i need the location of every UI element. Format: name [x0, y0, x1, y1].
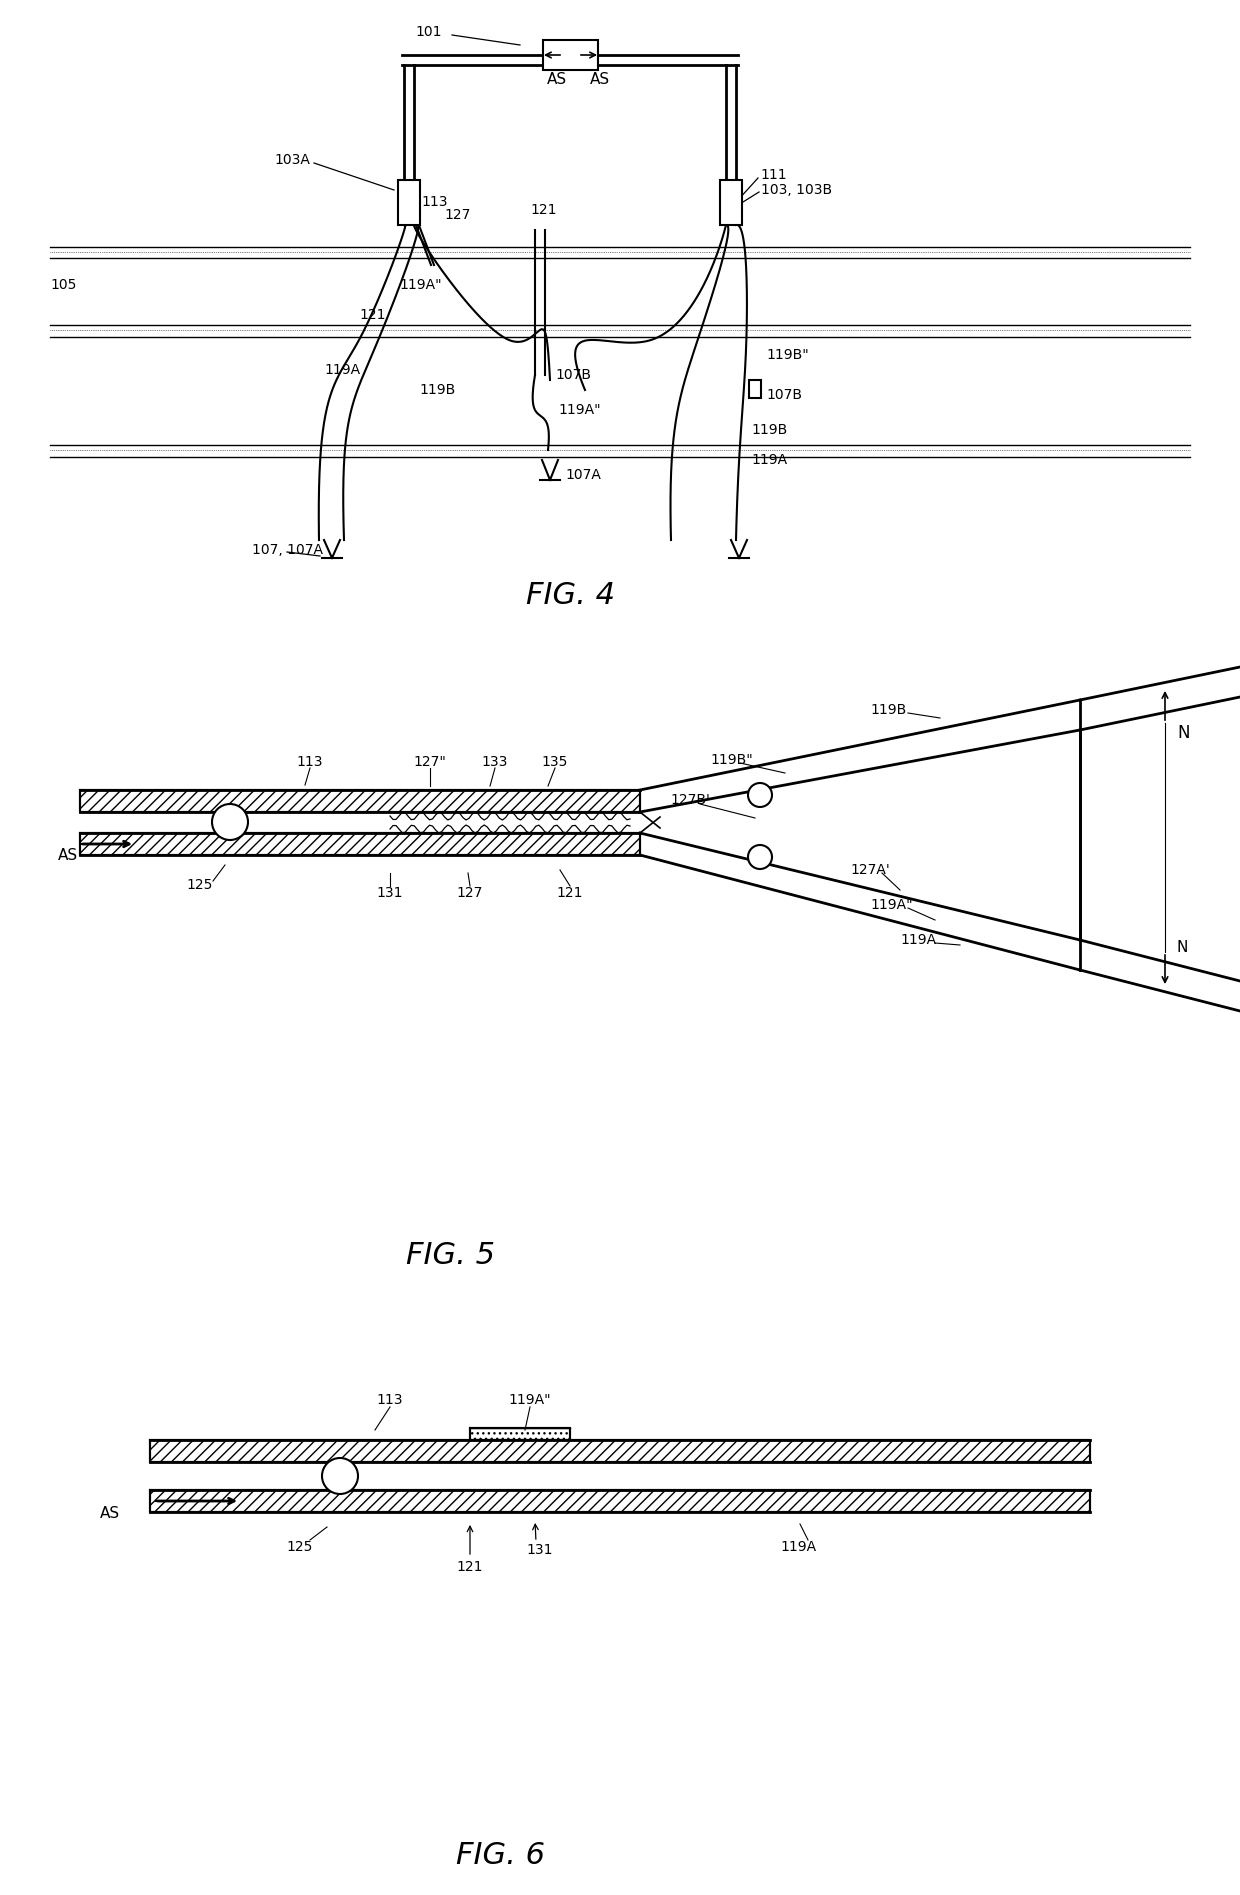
Text: 105: 105 [50, 279, 77, 292]
Bar [150, 1489, 1090, 1512]
Text: 127": 127" [414, 754, 446, 769]
Text: 119A": 119A" [508, 1393, 552, 1406]
Bar [81, 790, 640, 811]
Text: AS: AS [100, 1505, 120, 1520]
Text: 131: 131 [377, 887, 403, 900]
Text: 101: 101 [415, 25, 441, 40]
Text: 127: 127 [456, 887, 484, 900]
Text: 127: 127 [444, 208, 470, 222]
Bar [749, 381, 761, 398]
Text: 119B: 119B [751, 423, 787, 438]
Text: 119B": 119B" [766, 349, 808, 362]
Text: 107, 107A: 107, 107A [252, 544, 322, 557]
Text: 107B: 107B [766, 388, 802, 402]
Text: 119A: 119A [324, 364, 360, 377]
Text: 121: 121 [360, 309, 386, 322]
Text: AS: AS [547, 72, 567, 87]
Text: 119A": 119A" [558, 404, 600, 417]
Text: 113: 113 [377, 1393, 403, 1406]
Text: AS: AS [590, 72, 610, 87]
Text: 119A": 119A" [870, 898, 913, 911]
Bar [720, 180, 742, 226]
Text: 107A: 107A [565, 468, 601, 481]
Text: 125: 125 [187, 877, 213, 893]
Text: 119A: 119A [751, 453, 787, 466]
Text: 121: 121 [557, 887, 583, 900]
Bar [81, 834, 640, 855]
Text: 119A: 119A [900, 932, 936, 948]
Text: 135: 135 [542, 754, 568, 769]
Text: 125: 125 [286, 1541, 314, 1554]
Circle shape [212, 803, 248, 839]
Text: 119B: 119B [419, 383, 455, 396]
Text: 119A: 119A [780, 1541, 816, 1554]
Bar [398, 180, 420, 226]
Text: 119B": 119B" [711, 752, 753, 767]
Text: 119B: 119B [870, 703, 906, 716]
Text: 121: 121 [456, 1560, 484, 1575]
Text: 103A: 103A [274, 153, 310, 167]
Text: FIG. 5: FIG. 5 [405, 1241, 495, 1270]
Text: 119A": 119A" [399, 279, 441, 292]
Text: AS: AS [58, 849, 78, 864]
Bar [470, 1429, 570, 1440]
Text: 133: 133 [482, 754, 508, 769]
Circle shape [748, 783, 773, 807]
Circle shape [322, 1457, 358, 1493]
Text: N: N [1177, 940, 1188, 955]
Text: 127B': 127B' [670, 792, 709, 807]
Text: FIG. 6: FIG. 6 [455, 1840, 544, 1870]
Text: 127A': 127A' [849, 862, 890, 877]
Text: 113: 113 [422, 195, 448, 208]
Text: 107B: 107B [556, 368, 591, 383]
Text: 111: 111 [760, 169, 786, 182]
Circle shape [748, 845, 773, 870]
Bar [150, 1440, 1090, 1463]
Text: 131: 131 [527, 1543, 553, 1558]
Text: 103, 103B: 103, 103B [761, 184, 832, 197]
Bar [543, 40, 598, 70]
Text: N: N [1177, 724, 1189, 743]
Text: 113: 113 [296, 754, 324, 769]
Text: 121: 121 [529, 203, 557, 218]
Text: FIG. 4: FIG. 4 [526, 580, 615, 610]
